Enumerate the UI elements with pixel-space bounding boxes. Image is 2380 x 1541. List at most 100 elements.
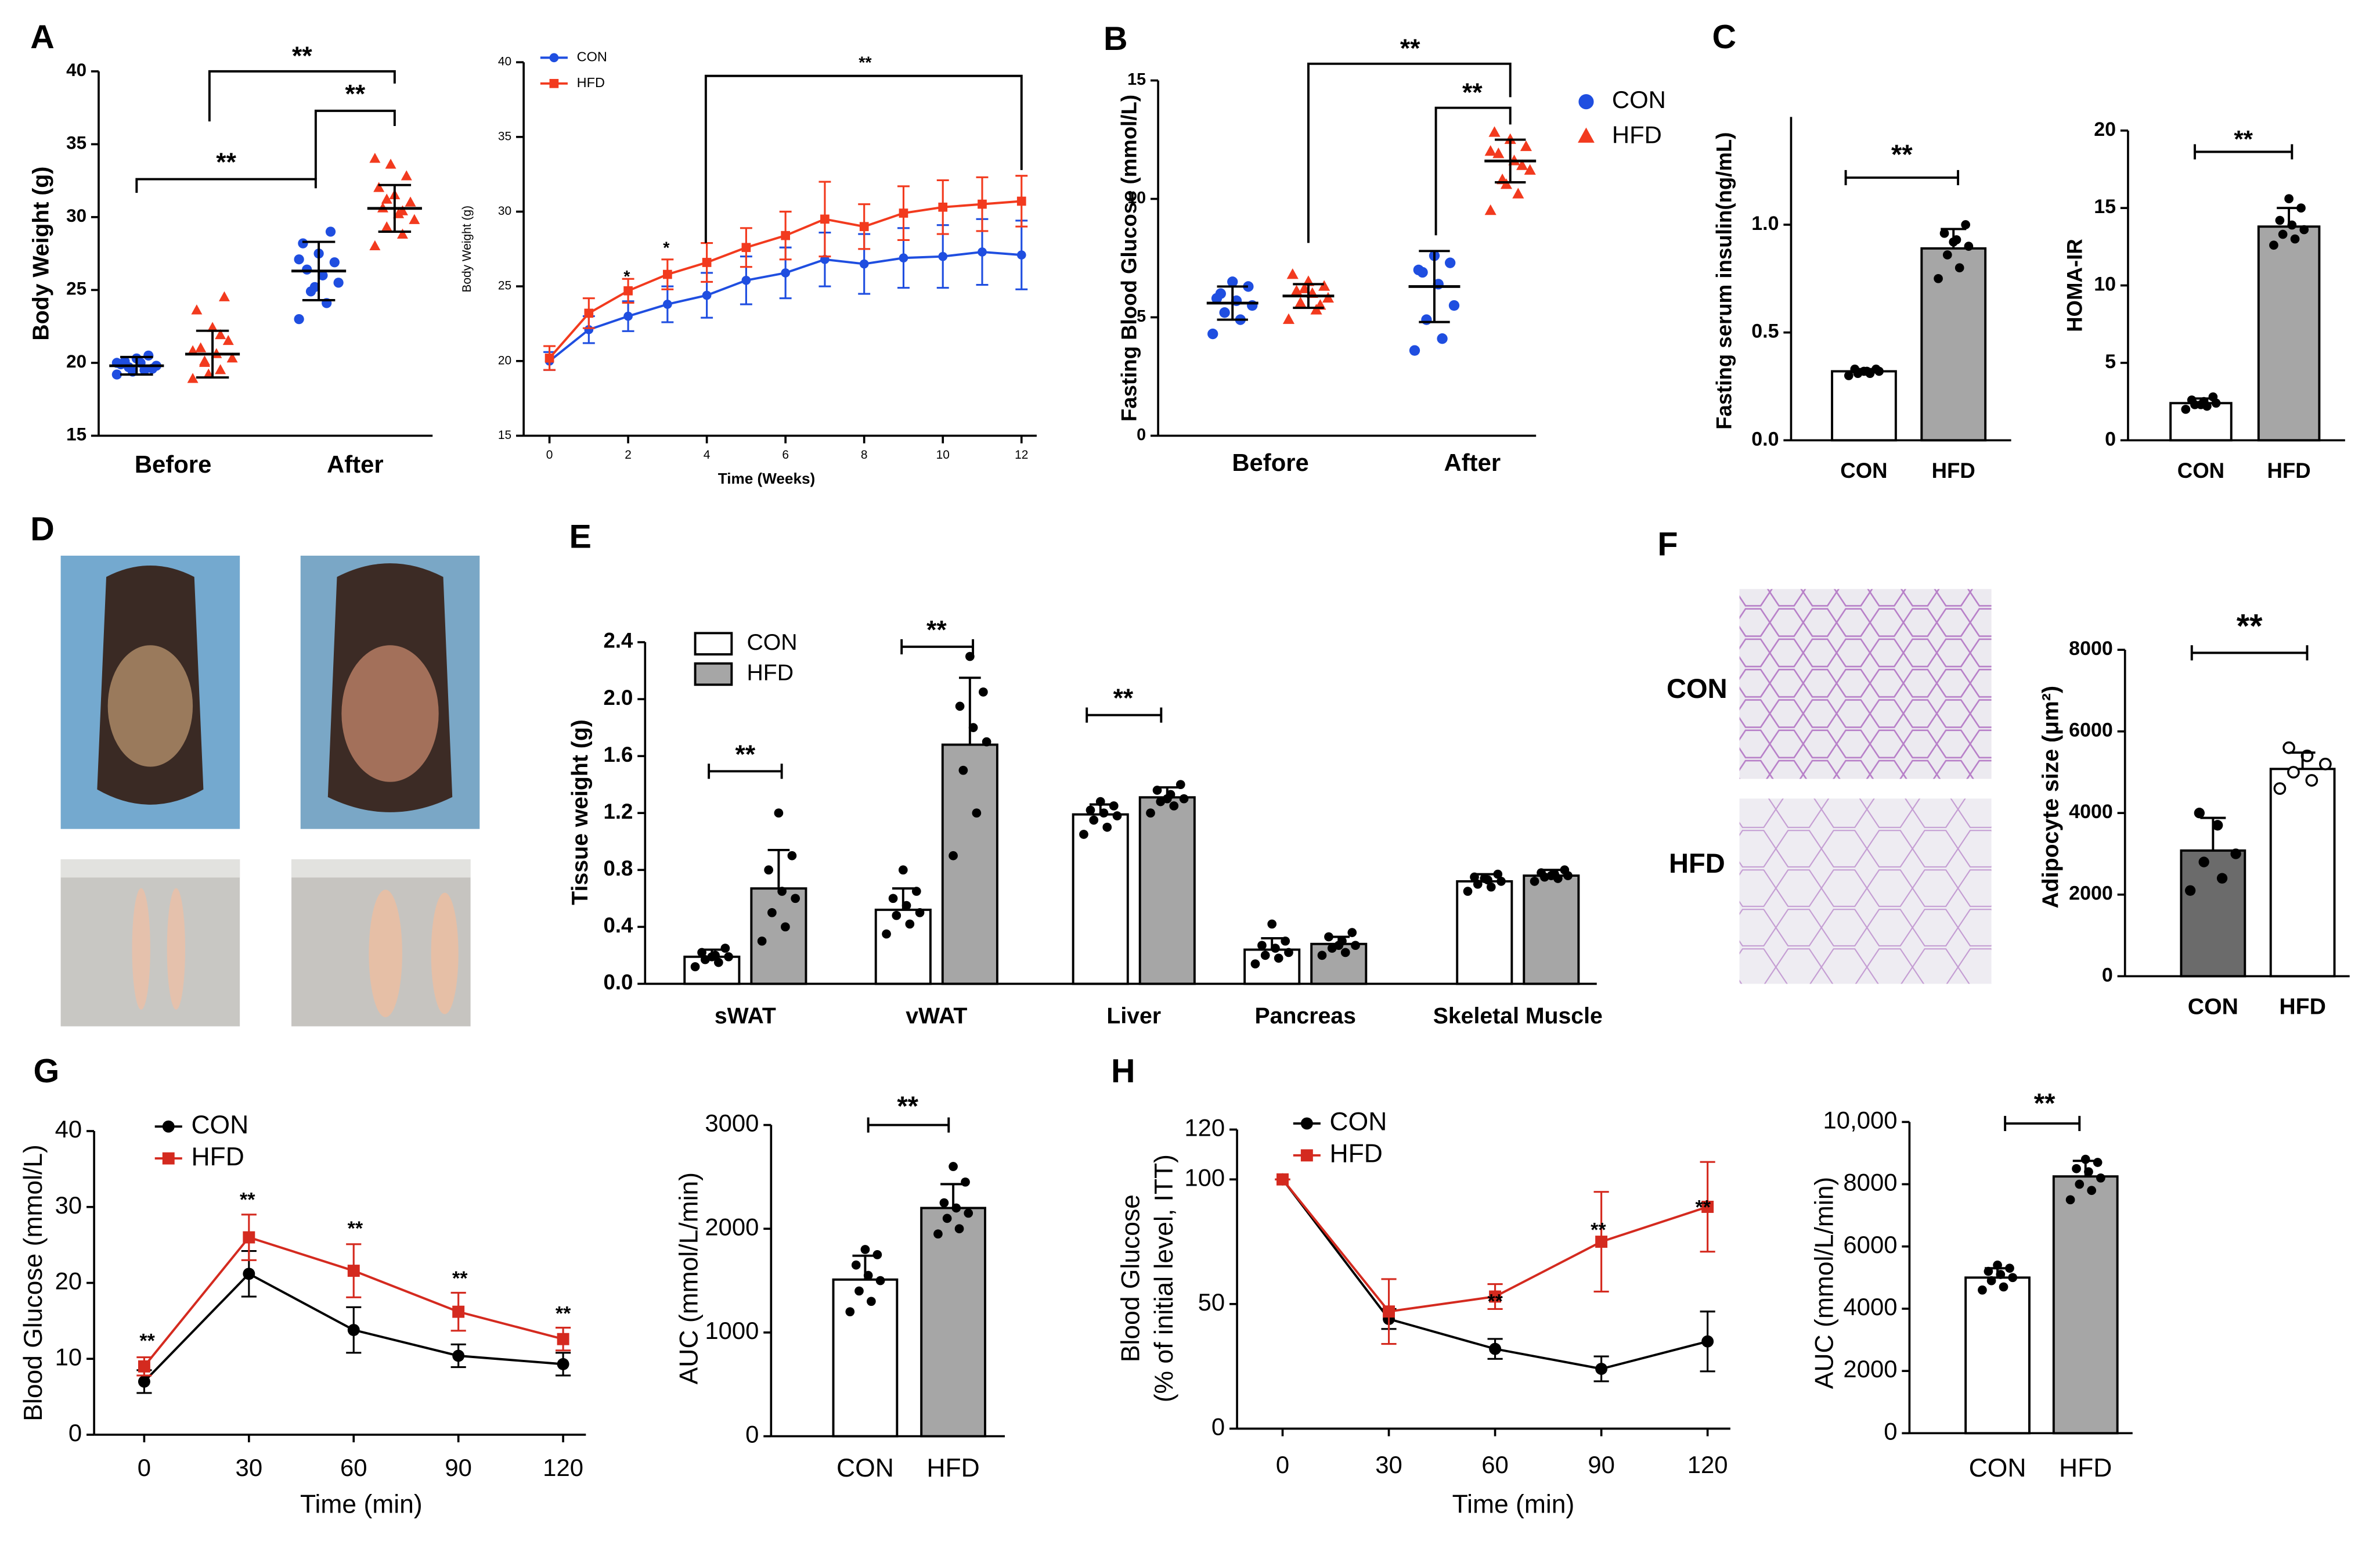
y-tick-label: 15 xyxy=(2094,196,2116,218)
bar xyxy=(1523,874,1580,985)
bracket xyxy=(2004,1115,2081,1132)
bracket xyxy=(900,639,975,654)
data-point xyxy=(1524,164,1536,175)
y-tick-label: 6000 xyxy=(2069,719,2113,741)
data-point xyxy=(302,264,312,275)
data-point xyxy=(774,808,784,818)
data-point xyxy=(2230,848,2241,859)
y-tick-label: 3000 xyxy=(705,1110,759,1137)
data-point xyxy=(949,1162,958,1171)
y-axis-label: Body Weight (g) xyxy=(28,167,54,341)
significance: ** xyxy=(2234,125,2253,153)
data-point xyxy=(2198,856,2209,867)
data-point xyxy=(2290,234,2300,244)
x-tick-label: Skeletal Muscle xyxy=(1433,1003,1603,1028)
significance: ** xyxy=(292,42,312,70)
y-tick-label: 0.0 xyxy=(1751,428,1779,450)
point xyxy=(452,1349,465,1362)
x-tick-label: HFD xyxy=(2267,459,2310,483)
y-axis-label: Tissue weight (g) xyxy=(567,719,593,905)
legend-label: CON xyxy=(191,1111,248,1139)
point xyxy=(584,308,594,318)
y-tick-label: 15 xyxy=(1127,70,1146,89)
data-point xyxy=(1267,919,1277,929)
point xyxy=(544,353,554,363)
mouse-photos xyxy=(60,556,480,1027)
data-point xyxy=(1942,250,1952,260)
data-point xyxy=(1102,822,1112,832)
data-point xyxy=(882,929,891,939)
y-tick-label: 2000 xyxy=(705,1213,759,1240)
y-tick-label: 6000 xyxy=(1843,1231,1897,1258)
photo xyxy=(60,859,240,878)
significance: ** xyxy=(1891,139,1913,170)
bar xyxy=(2257,225,2321,442)
data-point xyxy=(781,922,790,932)
x-tick-label: 6 xyxy=(782,448,789,462)
data-point xyxy=(1409,345,1420,356)
point xyxy=(557,1333,569,1345)
data-point xyxy=(2299,225,2309,235)
point xyxy=(1489,1342,1502,1355)
data-point xyxy=(958,765,968,775)
data-point xyxy=(1934,273,1943,283)
data-point xyxy=(1516,159,1528,170)
data-point xyxy=(2305,774,2318,787)
y-tick-label: 30 xyxy=(55,1191,82,1219)
y-tick-label: 10,000 xyxy=(1823,1106,1898,1133)
significance: ** xyxy=(735,740,756,769)
data-point xyxy=(1286,268,1299,279)
data-point xyxy=(1496,877,1506,886)
data-point xyxy=(1227,276,1238,287)
data-point xyxy=(294,254,304,265)
data-point xyxy=(2096,1173,2105,1183)
data-point xyxy=(218,291,230,301)
data-point xyxy=(1179,794,1189,804)
y-tick-label: 0.5 xyxy=(1751,321,1779,343)
data-point xyxy=(1169,801,1179,811)
data-point xyxy=(1284,948,1293,957)
histology-photos xyxy=(1739,589,1992,984)
data-point xyxy=(2216,873,2228,884)
data-point xyxy=(1448,300,1460,311)
bar xyxy=(832,1278,899,1438)
data-point xyxy=(1318,280,1330,291)
data-point xyxy=(1445,257,1456,268)
photo xyxy=(167,888,186,1010)
data-point xyxy=(764,865,773,875)
y-tick-label: 30 xyxy=(66,206,86,226)
legend-marker xyxy=(549,78,559,88)
legend-swatch xyxy=(694,632,733,656)
panel-letter: E xyxy=(569,518,592,555)
point xyxy=(347,1265,360,1277)
photo xyxy=(341,645,439,782)
x-tick-label: 0 xyxy=(546,448,553,462)
y-tick-label: 1.6 xyxy=(604,743,633,766)
legend-label: HFD xyxy=(1330,1140,1383,1168)
y-axis-label: HOMA-IR xyxy=(2063,239,2087,332)
data-point xyxy=(1250,959,1260,968)
data-point xyxy=(1986,1276,1996,1286)
data-point xyxy=(298,238,308,249)
data-point xyxy=(867,1297,876,1306)
point xyxy=(978,199,987,209)
panel-letter: C xyxy=(1712,19,1736,56)
legend-marker xyxy=(549,53,559,63)
x-tick-label: After xyxy=(327,451,384,478)
y-tick-label: 0 xyxy=(745,1421,759,1448)
legend-label: HFD xyxy=(747,660,794,685)
data-point xyxy=(2212,820,2223,831)
data-point xyxy=(898,865,908,875)
bar xyxy=(1456,880,1513,985)
data-point xyxy=(2065,1195,2075,1205)
x-tick-label: HFD xyxy=(2279,994,2326,1020)
photo xyxy=(107,645,193,767)
data-point xyxy=(1281,936,1290,946)
significance: ** xyxy=(348,1218,363,1240)
panel-letter: G xyxy=(34,1053,60,1090)
data-point xyxy=(1999,1282,2008,1292)
y-tick-label: 25 xyxy=(66,279,86,299)
y-tick-label: 0 xyxy=(2102,964,2113,986)
data-point xyxy=(1939,228,1949,238)
